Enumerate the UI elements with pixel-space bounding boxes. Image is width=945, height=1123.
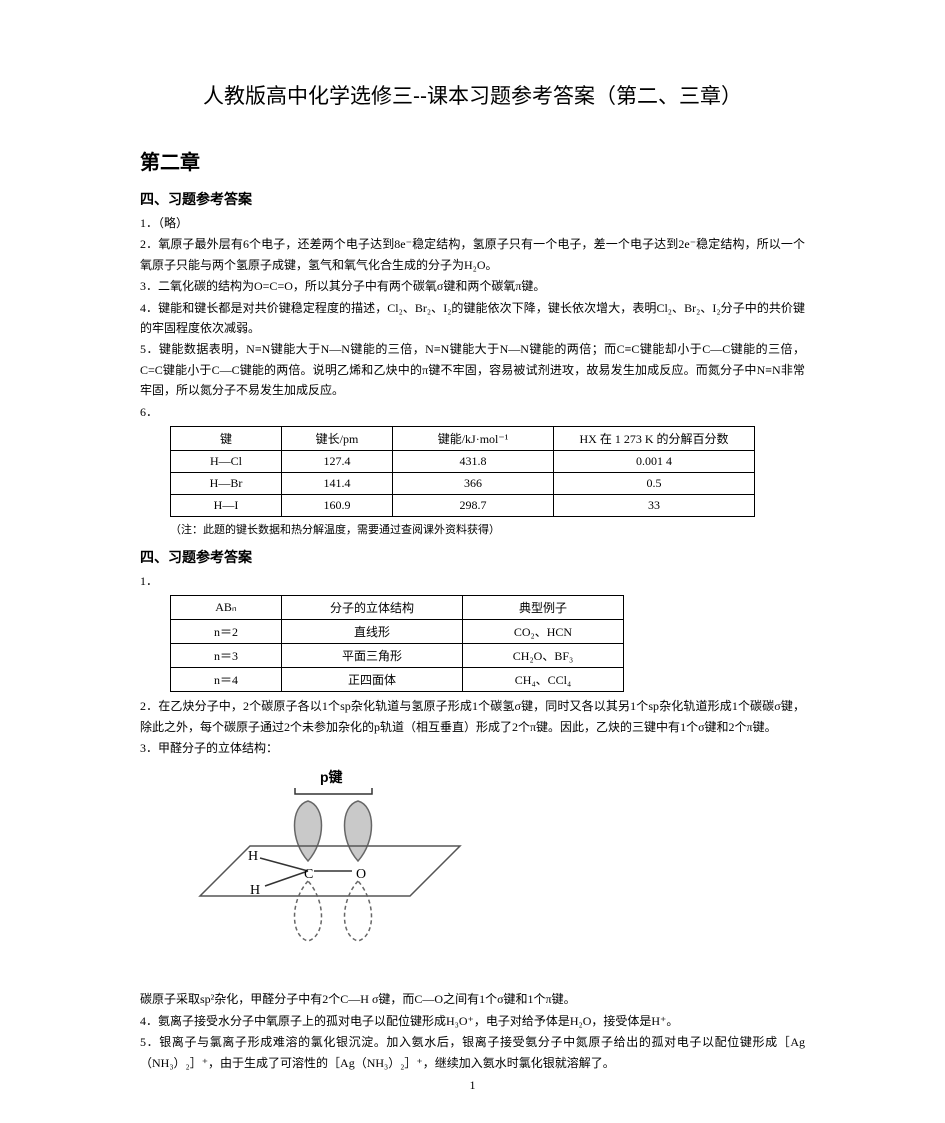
item-2: 2．氧原子最外层有6个电子，还差两个电子达到8e⁻稳定结构，氢原子只有一个电子，… [140, 234, 805, 275]
atom-label: H [248, 849, 258, 864]
table-cell: 431.8 [393, 450, 554, 472]
page-number: 1 [0, 1078, 945, 1093]
formaldehyde-diagram: p键 H H C O [180, 766, 805, 981]
table-note: （注：此题的键长数据和热分解温度，需要通过查阅课外资料获得） [170, 521, 805, 537]
table-row: H—Cl 127.4 431.8 0.001 4 [171, 450, 755, 472]
table-header-cell: ABₙ [171, 596, 282, 620]
table-row: n＝2 直线形 CO₂、HCN [171, 620, 624, 644]
chapter-heading: 第二章 [140, 146, 805, 175]
atom-label: C [304, 867, 313, 882]
atom-label: O [356, 867, 366, 882]
table-cell: 127.4 [282, 450, 393, 472]
molecule-svg-icon: p键 H H C O [180, 766, 480, 976]
table-row: n＝4 正四面体 CH₄、CCl₄ [171, 668, 624, 692]
table-cell: 366 [393, 472, 554, 494]
table-cell: 直线形 [282, 620, 463, 644]
table-row: ABₙ 分子的立体结构 典型例子 [171, 596, 624, 620]
item-2-3b: 碳原子采取sp²杂化，甲醛分子中有2个C—H σ键，而C—O之间有1个σ键和1个… [140, 989, 805, 1009]
atom-label: H [250, 883, 260, 898]
table-cell: 160.9 [282, 494, 393, 516]
table-cell: H—I [171, 494, 282, 516]
bracket-icon [295, 788, 372, 794]
table-header-cell: 典型例子 [463, 596, 624, 620]
item-2-2: 2．在乙炔分子中，2个碳原子各以1个sp杂化轨道与氢原子形成1个碳氢σ键，同时又… [140, 696, 805, 737]
table-cell: n＝3 [171, 644, 282, 668]
item-2-1-label: 1． [140, 571, 805, 591]
table-cell: H—Cl [171, 450, 282, 472]
document-title: 人教版高中化学选修三--课本习题参考答案（第二、三章） [140, 80, 805, 110]
table-cell: 0.001 4 [554, 450, 755, 472]
item-2-4: 4．氨离子接受水分子中氧原子上的孤对电子以配位键形成H₃O⁺，电子对给予体是H₂… [140, 1011, 805, 1031]
bond-table: 键 键长/pm 键能/kJ·mol⁻¹ HX 在 1 273 K 的分解百分数 … [170, 426, 755, 517]
table-row: H—I 160.9 298.7 33 [171, 494, 755, 516]
table-row: 键 键长/pm 键能/kJ·mol⁻¹ HX 在 1 273 K 的分解百分数 [171, 426, 755, 450]
table-cell: 298.7 [393, 494, 554, 516]
table-cell: 正四面体 [282, 668, 463, 692]
table-header-cell: 键长/pm [282, 426, 393, 450]
item-1: 1．（略） [140, 213, 805, 233]
item-6-label: 6． [140, 402, 805, 422]
table-row: H—Br 141.4 366 0.5 [171, 472, 755, 494]
item-2-5: 5．银离子与氯离子形成难溶的氯化银沉淀。加入氨水后，银离子接受氨分子中氮原子给出… [140, 1032, 805, 1073]
table-header-cell: 键能/kJ·mol⁻¹ [393, 426, 554, 450]
orbital-lobe-dashed-icon [295, 881, 322, 941]
item-3: 3．二氧化碳的结构为O=C=O，所以其分子中有两个碳氧σ键和两个碳氧π键。 [140, 276, 805, 296]
table-cell: CH₂O、BF₃ [463, 644, 624, 668]
item-2-3: 3．甲醛分子的立体结构： [140, 738, 805, 758]
bond-line [260, 858, 308, 871]
geometry-table: ABₙ 分子的立体结构 典型例子 n＝2 直线形 CO₂、HCN n＝3 平面三… [170, 595, 624, 692]
table-cell: 平面三角形 [282, 644, 463, 668]
table-cell: n＝2 [171, 620, 282, 644]
orbital-lobe-icon [295, 801, 322, 861]
table-cell: 0.5 [554, 472, 755, 494]
table-cell: H—Br [171, 472, 282, 494]
pbond-label: p键 [320, 769, 344, 785]
table-row: n＝3 平面三角形 CH₂O、BF₃ [171, 644, 624, 668]
item-4: 4．键能和键长都是对共价键稳定程度的描述，Cl₂、Br₂、I₂的键能依次下降，键… [140, 298, 805, 339]
table-header-cell: HX 在 1 273 K 的分解百分数 [554, 426, 755, 450]
item-5: 5．键能数据表明，N≡N键能大于N—N键能的三倍，N≡N键能大于N—N键能的两倍… [140, 339, 805, 400]
table-header-cell: 分子的立体结构 [282, 596, 463, 620]
section-heading-2: 四、习题参考答案 [140, 547, 805, 567]
table-cell: CH₄、CCl₄ [463, 668, 624, 692]
table-cell: 141.4 [282, 472, 393, 494]
orbital-lobe-dashed-icon [345, 881, 372, 941]
section-heading-1: 四、习题参考答案 [140, 189, 805, 209]
table-cell: CO₂、HCN [463, 620, 624, 644]
orbital-lobe-icon [345, 801, 372, 861]
bond-line [265, 871, 308, 886]
document-page: 人教版高中化学选修三--课本习题参考答案（第二、三章） 第二章 四、习题参考答案… [0, 0, 945, 1123]
table-cell: 33 [554, 494, 755, 516]
table-cell: n＝4 [171, 668, 282, 692]
table-header-cell: 键 [171, 426, 282, 450]
